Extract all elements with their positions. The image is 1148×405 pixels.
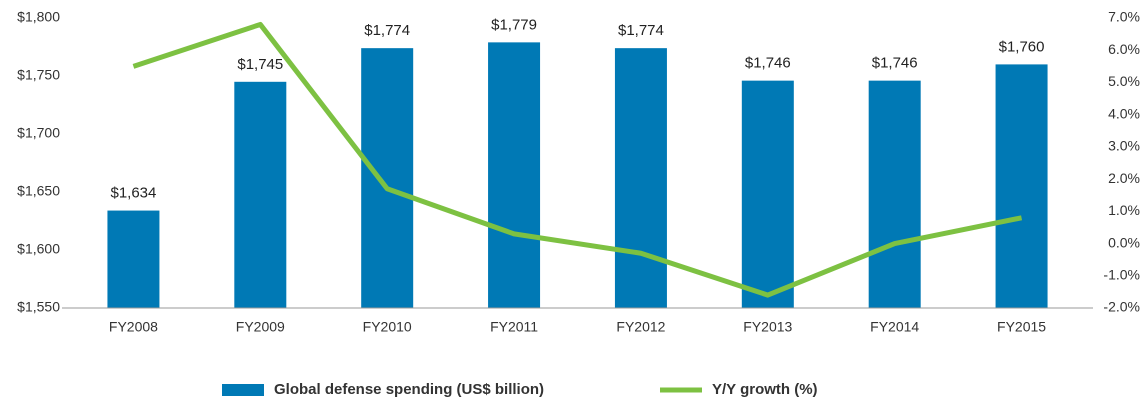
x-tick-label: FY2009: [236, 319, 285, 335]
x-tick-label: FY2013: [743, 319, 792, 335]
y-tick-label: $1,650: [17, 183, 60, 199]
bar: [488, 42, 541, 309]
data-label: $1,779: [491, 16, 537, 33]
bar: [868, 80, 921, 308]
y2-tick-label: 3.0%: [1108, 138, 1140, 154]
data-label: $1,745: [237, 56, 283, 73]
bar: [741, 80, 794, 308]
y2-tick-label: 2.0%: [1108, 170, 1140, 186]
y2-tick-label: 6.0%: [1108, 41, 1140, 57]
data-label: $1,760: [999, 38, 1045, 55]
data-label: $1,746: [745, 55, 791, 72]
x-tick-label: FY2011: [490, 319, 538, 335]
bar: [995, 64, 1048, 309]
y-tick-label: $1,600: [17, 241, 60, 257]
y2-tick-label: 4.0%: [1108, 105, 1140, 121]
y-tick-label: $1,800: [17, 9, 60, 25]
y2-tick-label: 5.0%: [1108, 73, 1140, 89]
y2-tick-label: 0.0%: [1108, 234, 1140, 250]
bar: [361, 48, 414, 308]
bar: [107, 210, 160, 308]
x-tick-label: FY2010: [363, 319, 412, 335]
y2-tick-label: 7.0%: [1108, 9, 1140, 25]
data-label: $1,746: [872, 55, 918, 72]
data-label: $1,774: [618, 22, 664, 39]
legend-swatch: [222, 384, 264, 396]
x-tick-label: FY2012: [616, 319, 665, 335]
x-tick-label: FY2015: [997, 319, 1046, 335]
y2-tick-label: -2.0%: [1103, 299, 1140, 315]
y-tick-label: $1,550: [17, 299, 60, 315]
x-tick-label: FY2014: [870, 319, 919, 335]
y2-tick-label: -1.0%: [1103, 266, 1140, 282]
y-tick-label: $1,750: [17, 67, 60, 83]
data-label: $1,634: [110, 185, 156, 202]
bar: [614, 48, 667, 308]
x-tick-label: FY2008: [109, 319, 158, 335]
bar: [234, 81, 287, 308]
legend-label: Global defense spending (US$ billion): [274, 381, 544, 398]
growth-line: [132, 21, 1023, 298]
y2-tick-label: 1.0%: [1108, 202, 1140, 218]
y-tick-label: $1,700: [17, 125, 60, 141]
legend-label: Y/Y growth (%): [712, 381, 818, 398]
data-label: $1,774: [364, 22, 410, 39]
